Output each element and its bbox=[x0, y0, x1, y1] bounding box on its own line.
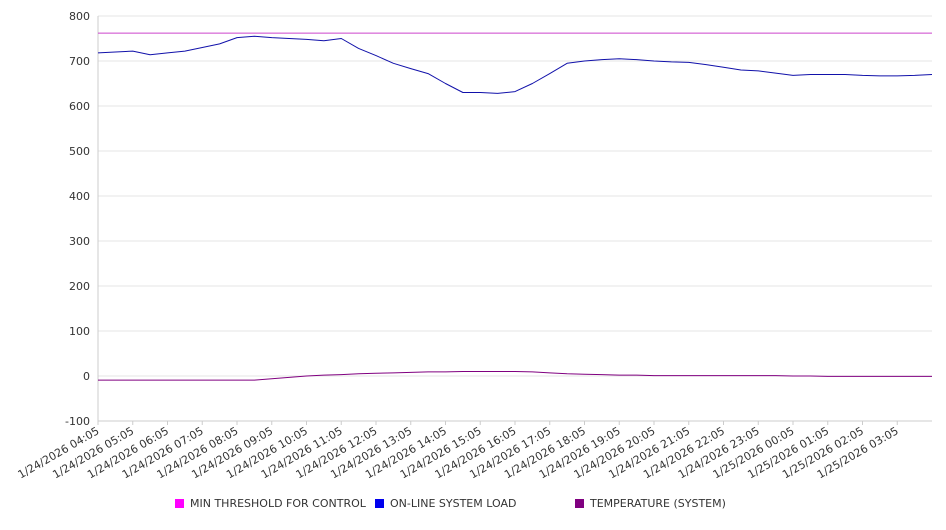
y-tick-label: 100 bbox=[69, 325, 90, 338]
gridlines bbox=[98, 15, 932, 422]
y-tick-label: 0 bbox=[83, 370, 90, 383]
legend-label: ON-LINE SYSTEM LOAD bbox=[390, 497, 517, 510]
legend-item-temperature: TEMPERATURE (SYSTEM) bbox=[575, 497, 726, 510]
y-tick-labels: 800 700 600 500 400 300 200 100 0 -100 bbox=[65, 10, 90, 428]
y-tick-label: -100 bbox=[65, 415, 90, 428]
temperature-line bbox=[98, 371, 932, 381]
legend-swatch bbox=[175, 499, 184, 508]
legend-label: MIN THRESHOLD FOR CONTROL bbox=[190, 497, 366, 510]
legend: MIN THRESHOLD FOR CONTROL ON-LINE SYSTEM… bbox=[0, 497, 946, 515]
legend-label: TEMPERATURE (SYSTEM) bbox=[590, 497, 726, 510]
y-tick-label: 600 bbox=[69, 100, 90, 113]
legend-item-system-load: ON-LINE SYSTEM LOAD bbox=[375, 497, 516, 510]
system-load-line bbox=[97, 35, 933, 94]
legend-swatch bbox=[375, 499, 384, 508]
y-tick-label: 800 bbox=[69, 10, 90, 23]
y-tick-label: 400 bbox=[69, 190, 90, 203]
y-tick-label: 300 bbox=[69, 235, 90, 248]
y-tick-label: 500 bbox=[69, 145, 90, 158]
x-tick-labels: 1/24/2026 04:051/24/2026 05:051/24/2026 … bbox=[16, 424, 901, 481]
y-tick-label: 700 bbox=[69, 55, 90, 68]
axes bbox=[97, 16, 932, 425]
legend-item-min-threshold: MIN THRESHOLD FOR CONTROL bbox=[175, 497, 366, 510]
series-lines bbox=[97, 32, 933, 381]
legend-swatch bbox=[575, 499, 584, 508]
y-tick-label: 200 bbox=[69, 280, 90, 293]
